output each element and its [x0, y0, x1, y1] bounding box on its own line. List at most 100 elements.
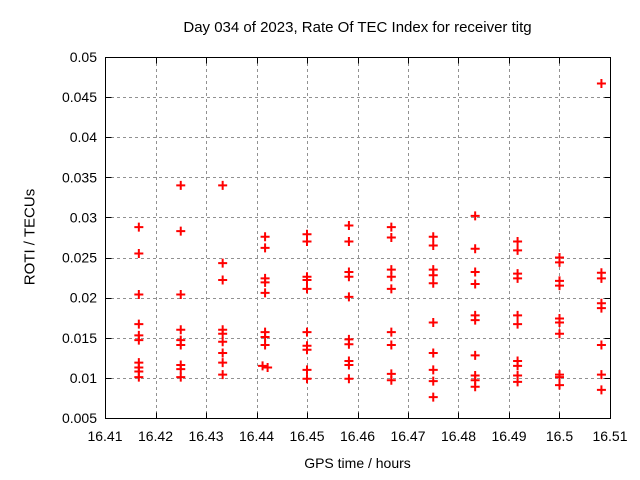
x-tick-label: 16.42: [138, 428, 173, 444]
data-point-marker: [344, 292, 354, 302]
data-point-marker: [176, 372, 186, 382]
data-point-marker: [344, 220, 354, 230]
y-tick-label: 0.03: [70, 209, 97, 225]
x-tick-label: 16.47: [390, 428, 425, 444]
data-point-marker: [302, 237, 312, 247]
data-point-marker: [386, 340, 396, 350]
data-point-marker: [176, 340, 186, 350]
x-tick-label: 16.49: [491, 428, 526, 444]
data-point-marker: [176, 226, 186, 236]
data-point-marker: [386, 284, 396, 294]
data-point-marker: [258, 361, 268, 371]
x-tick-label: 16.46: [340, 428, 375, 444]
data-point-marker: [428, 278, 438, 288]
data-point-marker: [344, 237, 354, 247]
data-point-marker: [470, 279, 480, 289]
data-point-marker: [428, 365, 438, 375]
data-point-marker: [428, 318, 438, 328]
data-point-marker: [596, 273, 606, 283]
data-point-marker: [302, 374, 312, 384]
data-point-marker: [260, 232, 270, 242]
y-tick-label: 0.015: [62, 330, 97, 346]
data-point-marker: [263, 362, 273, 372]
data-point-marker: [596, 303, 606, 313]
data-point-marker: [134, 289, 144, 299]
data-point-marker: [386, 272, 396, 282]
y-tick-label: 0.005: [62, 410, 97, 426]
y-tick-label: 0.02: [70, 290, 97, 306]
data-point-marker: [513, 361, 523, 371]
y-tick-label: 0.05: [70, 49, 97, 65]
data-point-marker: [302, 275, 312, 285]
data-point-marker: [302, 345, 312, 355]
data-point-marker: [428, 376, 438, 386]
data-point-marker: [596, 385, 606, 395]
y-tick-label: 0.01: [70, 370, 97, 386]
data-point-marker: [386, 375, 396, 385]
data-point-marker: [596, 340, 606, 350]
data-point-marker: [134, 319, 144, 329]
data-point-marker: [555, 257, 564, 267]
data-point-marker: [176, 180, 186, 190]
data-point-marker: [513, 377, 523, 387]
data-point-marker: [260, 332, 270, 342]
data-point-marker: [260, 277, 270, 287]
data-point-marker: [513, 310, 523, 320]
data-point-marker: [470, 244, 480, 254]
x-tick-label: 16.41: [87, 428, 122, 444]
data-point-marker: [218, 180, 228, 190]
x-tick-label: 16.44: [239, 428, 274, 444]
data-point-marker: [218, 358, 228, 368]
data-point-marker: [596, 78, 606, 88]
data-point-marker: [428, 241, 438, 251]
x-tick-label: 16.45: [289, 428, 324, 444]
data-point-marker: [470, 315, 480, 325]
data-point-marker: [134, 249, 144, 259]
data-point-marker: [260, 243, 270, 253]
data-point-marker: [428, 270, 438, 280]
data-point-marker: [470, 267, 480, 277]
y-tick-label: 0.045: [62, 89, 97, 105]
data-point-marker: [344, 374, 354, 384]
data-point-marker: [218, 258, 228, 268]
data-point-marker: [555, 372, 564, 382]
data-point-marker: [344, 339, 354, 349]
x-tick-label: 16.51: [592, 428, 627, 444]
data-point-marker: [596, 370, 606, 380]
data-point-marker: [428, 348, 438, 358]
data-point-marker: [386, 222, 396, 232]
data-point-marker: [470, 350, 480, 360]
x-axis-label: GPS time / hours: [304, 455, 411, 471]
data-point-marker: [218, 337, 228, 347]
data-point-marker: [302, 284, 312, 294]
data-point-marker: [344, 272, 354, 282]
data-point-marker: [302, 327, 312, 337]
data-point-marker: [344, 360, 354, 370]
data-point-marker: [386, 327, 396, 337]
data-point-marker: [176, 325, 186, 335]
data-point-marker: [260, 288, 270, 298]
y-tick-label: 0.04: [70, 129, 97, 145]
y-tick-label: 0.035: [62, 169, 97, 185]
data-point-marker: [555, 380, 564, 390]
data-point-marker: [555, 329, 564, 339]
data-point-marker: [134, 222, 144, 232]
data-point-marker: [218, 370, 228, 380]
chart-title: Day 034 of 2023, Rate Of TEC Index for r…: [183, 19, 532, 36]
data-point-marker: [470, 211, 480, 221]
data-point-marker: [555, 281, 564, 291]
x-tick-label: 16.5: [546, 428, 573, 444]
data-point-marker: [386, 233, 396, 242]
y-tick-label: 0.025: [62, 250, 97, 266]
data-point-marker: [218, 329, 228, 339]
data-point-marker: [555, 318, 564, 328]
data-point-marker: [134, 372, 144, 382]
data-point-marker: [513, 319, 523, 329]
data-point-marker: [470, 382, 480, 392]
data-point-marker: [176, 364, 186, 374]
data-point-marker: [513, 245, 523, 255]
data-point-marker: [513, 273, 523, 283]
data-point-marker: [302, 365, 312, 375]
